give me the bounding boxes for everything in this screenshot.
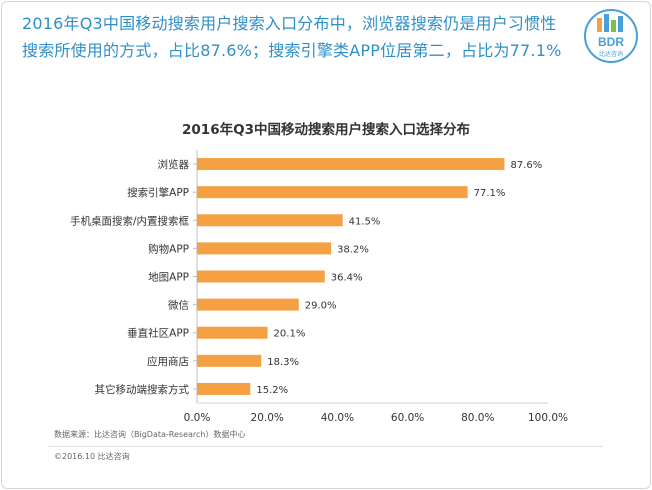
- data-label: 77.1%: [474, 188, 506, 199]
- logo-subtext: 比达咨询: [599, 50, 623, 58]
- data-label: 18.3%: [267, 357, 299, 368]
- logo-text: BDR: [598, 35, 624, 49]
- category-label: 搜索引擎APP: [127, 186, 189, 199]
- data-label: 36.4%: [331, 273, 363, 284]
- copyright: ©2016.10 比达咨询: [54, 452, 130, 461]
- bar: [197, 298, 299, 311]
- category-label: 垂直社区APP: [127, 327, 189, 340]
- data-source: 数据来源：比达咨询（BigData-Research）数据中心: [54, 430, 246, 439]
- x-tick-label: 20.0%: [251, 412, 284, 424]
- logo-bar-3: [611, 20, 616, 32]
- category-label: 其它移动端搜索方式: [95, 383, 190, 396]
- x-tick-label: 40.0%: [321, 412, 354, 424]
- x-tick-label: 100.0%: [528, 412, 568, 424]
- category-label: 购物APP: [148, 242, 189, 255]
- bar: [197, 270, 325, 283]
- data-label: 87.6%: [510, 160, 542, 171]
- category-label: 应用商店: [147, 355, 189, 368]
- logo-bar-2: [604, 14, 609, 32]
- logo-ring: [584, 9, 638, 63]
- chart-title: 2016年Q3中国移动搜索用户搜索入口选择分布: [182, 122, 470, 138]
- bar: [197, 186, 468, 199]
- bar: [197, 382, 251, 395]
- x-tick-label: 60.0%: [391, 412, 424, 424]
- x-tick-label: 0.0%: [184, 412, 211, 424]
- bar: [197, 214, 343, 227]
- category-label: 微信: [168, 299, 189, 312]
- x-tick-label: 80.0%: [461, 412, 494, 424]
- bar: [197, 326, 268, 339]
- bar: [197, 158, 505, 171]
- data-label: 29.0%: [305, 301, 337, 312]
- data-label: 15.2%: [256, 385, 288, 396]
- bar: [197, 354, 262, 367]
- footer-divider: [48, 446, 603, 447]
- category-label: 浏览器: [158, 158, 190, 171]
- data-label: 20.1%: [274, 329, 306, 340]
- bdr-logo: BDR 比达咨询: [584, 9, 638, 63]
- data-label: 41.5%: [349, 216, 381, 227]
- logo-bar-4: [618, 16, 623, 32]
- category-label: 手机桌面搜索/内置搜索框: [70, 214, 190, 227]
- data-label: 38.2%: [337, 244, 369, 255]
- bar: [197, 242, 332, 255]
- logo-bar-1: [597, 18, 602, 32]
- category-label: 地图APP: [148, 271, 189, 284]
- headline: 2016年Q3中国移动搜索用户搜索入口分布中，浏览器搜索仍是用户习惯性搜索所使用…: [22, 14, 562, 60]
